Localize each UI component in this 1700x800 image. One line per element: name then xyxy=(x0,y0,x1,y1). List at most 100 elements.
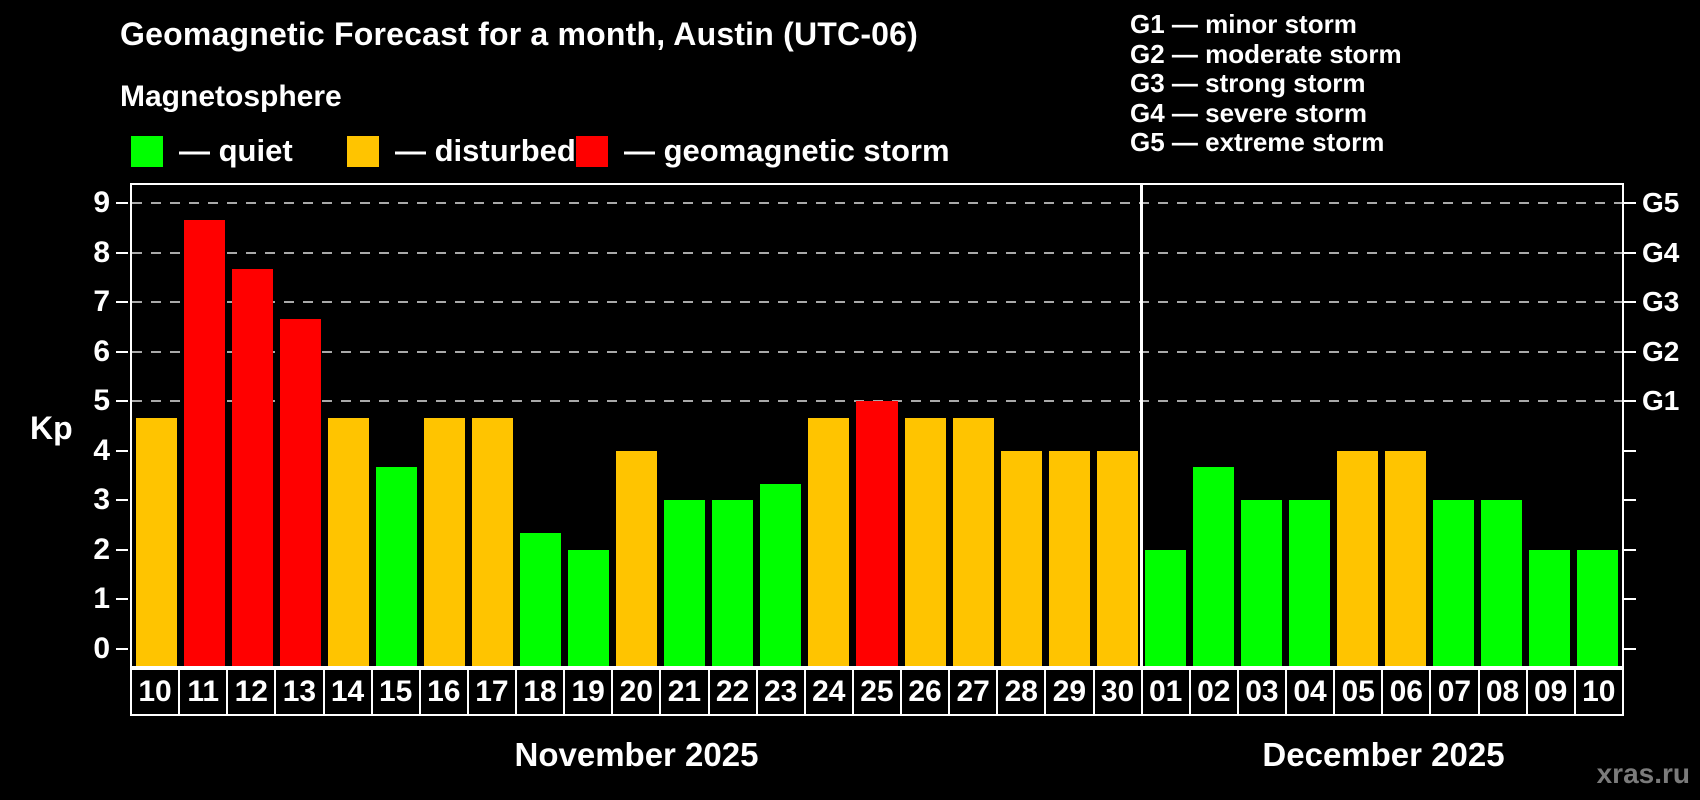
left-tick-kp8 xyxy=(116,251,128,254)
y-axis-label-8: 8 xyxy=(93,235,110,269)
y-axis-label-0: 0 xyxy=(93,631,110,665)
plot-area xyxy=(132,185,1622,666)
y-axis-label-5: 5 xyxy=(93,384,110,418)
left-tick-kp2 xyxy=(116,548,128,551)
y-axis-label-7: 7 xyxy=(93,285,110,319)
right-tick-kp8 xyxy=(1624,251,1636,254)
kp-bar-day-26 xyxy=(904,417,946,666)
legend-label-storm: — geomagnetic storm xyxy=(624,133,950,168)
date-cell-16: 16 xyxy=(418,668,469,716)
left-tick-kp0 xyxy=(116,647,128,650)
date-cell-30: 30 xyxy=(1092,668,1143,716)
date-cell-10: 10 xyxy=(130,668,181,716)
right-tick-kp4 xyxy=(1624,449,1636,452)
kp-bar-day-28 xyxy=(1000,450,1042,666)
y-axis-label-6: 6 xyxy=(93,334,110,368)
right-tick-kp2 xyxy=(1624,548,1636,551)
date-cell-08: 08 xyxy=(1477,668,1528,716)
kp-bar-day-04 xyxy=(1289,500,1331,666)
subtitle-magnetosphere: Magnetosphere xyxy=(120,80,342,113)
date-cell-03: 03 xyxy=(1236,668,1287,716)
date-cell-11: 11 xyxy=(178,668,229,716)
kp-bar-day-09 xyxy=(1529,549,1571,666)
date-cell-02: 02 xyxy=(1188,668,1239,716)
left-tick-kp1 xyxy=(116,598,128,601)
g-scale-label-G1: G1 xyxy=(1642,385,1680,417)
g-scale-label-G3: G3 xyxy=(1642,286,1680,318)
date-cell-22: 22 xyxy=(707,668,758,716)
storm-scale-g2: G2 — moderate storm xyxy=(1130,38,1402,69)
gridline-kp8 xyxy=(132,251,1622,254)
date-cell-04: 04 xyxy=(1285,668,1336,716)
kp-bar-day-23 xyxy=(760,483,802,666)
left-tick-kp9 xyxy=(116,202,128,205)
kp-bar-day-13 xyxy=(279,318,321,666)
kp-bar-day-15 xyxy=(375,467,417,666)
right-tick-kp3 xyxy=(1624,499,1636,502)
right-tick-kp9 xyxy=(1624,202,1636,205)
page-title: Geomagnetic Forecast for a month, Austin… xyxy=(120,16,919,52)
kp-bar-day-05 xyxy=(1337,450,1379,666)
kp-bar-day-25 xyxy=(856,401,898,666)
month-label-november: November 2025 xyxy=(514,736,759,773)
right-tick-kp1 xyxy=(1624,598,1636,601)
y-axis-label-1: 1 xyxy=(93,582,110,616)
date-cell-12: 12 xyxy=(226,668,277,716)
date-cell-10: 10 xyxy=(1573,668,1624,716)
storm-color-swatch xyxy=(575,134,609,168)
date-cell-23: 23 xyxy=(755,668,806,716)
left-tick-kp7 xyxy=(116,301,128,304)
date-cell-07: 07 xyxy=(1429,668,1480,716)
kp-bar-day-16 xyxy=(423,417,465,666)
legend-item-quiet: — quiet xyxy=(130,133,293,168)
kp-bar-day-22 xyxy=(712,500,754,666)
legend-label-disturbed: — disturbed xyxy=(395,133,576,168)
date-cell-25: 25 xyxy=(851,668,902,716)
kp-bar-day-10 xyxy=(135,417,177,666)
date-cell-20: 20 xyxy=(611,668,662,716)
date-cell-14: 14 xyxy=(322,668,373,716)
kp-bar-day-14 xyxy=(327,417,369,666)
kp-bar-day-08 xyxy=(1481,500,1523,666)
legend-label-quiet: — quiet xyxy=(179,133,293,168)
date-cell-06: 06 xyxy=(1381,668,1432,716)
left-tick-kp4 xyxy=(116,449,128,452)
gridline-kp6 xyxy=(132,350,1622,353)
storm-scale-g5: G5 — extreme storm xyxy=(1130,127,1385,157)
month-label-december: December 2025 xyxy=(1262,736,1505,773)
watermark-xras: xras.ru xyxy=(1596,758,1690,789)
month-divider-line xyxy=(1139,185,1143,666)
kp-bar-chart xyxy=(130,183,1624,668)
storm-scale-g3: G3 — strong storm xyxy=(1130,68,1366,98)
kp-bar-day-12 xyxy=(231,269,273,666)
left-tick-kp5 xyxy=(116,400,128,403)
kp-bar-day-17 xyxy=(471,417,513,666)
y-axis-label-4: 4 xyxy=(93,433,110,467)
kp-bar-day-24 xyxy=(808,417,850,666)
g-scale-label-G4: G4 xyxy=(1642,236,1680,268)
kp-bar-day-11 xyxy=(183,219,225,666)
kp-bar-day-30 xyxy=(1096,450,1138,666)
gridline-kp9 xyxy=(132,202,1622,205)
date-cell-29: 29 xyxy=(1044,668,1095,716)
kp-bar-day-03 xyxy=(1240,500,1283,666)
date-cell-21: 21 xyxy=(659,668,710,716)
disturbed-color-swatch xyxy=(346,134,380,168)
date-cell-01: 01 xyxy=(1140,668,1191,716)
date-cell-26: 26 xyxy=(900,668,951,716)
kp-bar-day-27 xyxy=(952,417,994,666)
date-cell-13: 13 xyxy=(274,668,325,716)
kp-bar-day-06 xyxy=(1385,450,1427,666)
y-axis-label-9: 9 xyxy=(93,186,110,220)
date-cell-27: 27 xyxy=(948,668,999,716)
kp-bar-day-18 xyxy=(520,533,562,666)
kp-bar-day-19 xyxy=(568,549,610,666)
right-tick-kp6 xyxy=(1624,350,1636,353)
date-cell-24: 24 xyxy=(803,668,854,716)
y-axis-label-3: 3 xyxy=(93,483,110,517)
kp-bar-day-02 xyxy=(1192,467,1234,666)
date-cell-05: 05 xyxy=(1333,668,1384,716)
right-tick-kp7 xyxy=(1624,301,1636,304)
gridline-kp5 xyxy=(132,400,1622,403)
date-cell-19: 19 xyxy=(563,668,614,716)
